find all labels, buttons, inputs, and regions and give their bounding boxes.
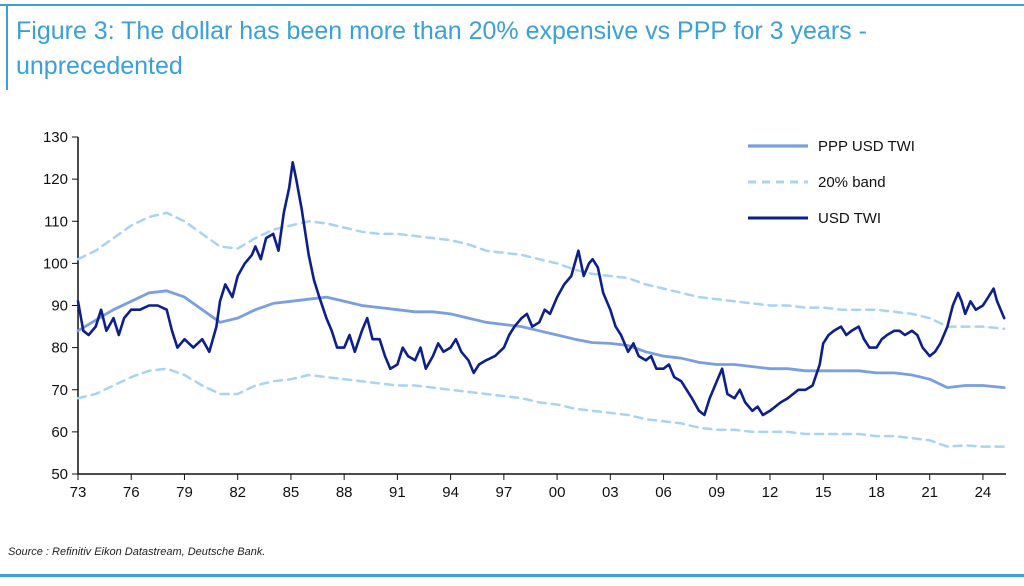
legend: PPP USD TWI 20% band USD TWI bbox=[748, 138, 915, 227]
legend-label: 20% band bbox=[818, 174, 886, 191]
x-tick-label: 91 bbox=[389, 484, 406, 501]
figure-title: Figure 3: The dollar has been more than … bbox=[16, 17, 867, 80]
x-tick-label: 76 bbox=[123, 484, 140, 501]
source-note: Source : Refinitiv Eikon Datastream, Deu… bbox=[8, 546, 266, 558]
x-tick-label: 00 bbox=[549, 484, 566, 501]
x-tick-label: 82 bbox=[229, 484, 246, 501]
x-tick-label: 12 bbox=[762, 484, 779, 501]
x-tick-label: 85 bbox=[283, 484, 300, 501]
x-tick-label: 79 bbox=[176, 484, 193, 501]
y-tick-label: 50 bbox=[51, 466, 68, 483]
x-tick-label: 94 bbox=[442, 484, 459, 501]
series-20-band-line bbox=[76, 211, 1006, 330]
y-tick-label: 100 bbox=[43, 255, 68, 272]
chart: 50 60 70 80 90 100 110 120 130 73 76 79 82 85 88 91 94 97… bbox=[43, 129, 1006, 501]
x-tick-label: 97 bbox=[496, 484, 513, 501]
series-lower-band-line bbox=[76, 367, 1006, 448]
x-tick-label: 73 bbox=[70, 484, 87, 501]
y-tick-label: 130 bbox=[43, 129, 68, 146]
top-rule bbox=[0, 4, 1024, 6]
x-tick-label: 09 bbox=[708, 484, 725, 501]
x-tick-label: 15 bbox=[815, 484, 832, 501]
y-tick-label: 110 bbox=[44, 213, 68, 230]
x-tick-label: 88 bbox=[336, 484, 353, 501]
axes: 50 60 70 80 90 100 110 120 130 73 76 79 82 85 88 91 94 97… bbox=[43, 129, 1006, 501]
series-layer bbox=[76, 161, 1006, 448]
series-ppp-usd-twi-line bbox=[76, 289, 1006, 389]
legend-label: USD TWI bbox=[818, 210, 881, 227]
y-tick-label: 80 bbox=[51, 340, 68, 357]
frame-left-rule bbox=[6, 6, 8, 90]
y-tick-label: 120 bbox=[43, 171, 68, 188]
x-tick-label: 06 bbox=[655, 484, 672, 501]
y-tick-label: 60 bbox=[51, 424, 68, 441]
y-tick-label: 70 bbox=[51, 382, 68, 399]
y-tick-label: 90 bbox=[51, 298, 68, 315]
legend-label: PPP USD TWI bbox=[818, 138, 915, 155]
series-usd-twi-line bbox=[76, 161, 1006, 417]
x-tick-label: 24 bbox=[975, 484, 992, 501]
x-tick-label: 03 bbox=[602, 484, 619, 501]
bottom-rule bbox=[0, 574, 1024, 577]
x-tick-label: 21 bbox=[921, 484, 938, 501]
x-tick-label: 18 bbox=[868, 484, 885, 501]
